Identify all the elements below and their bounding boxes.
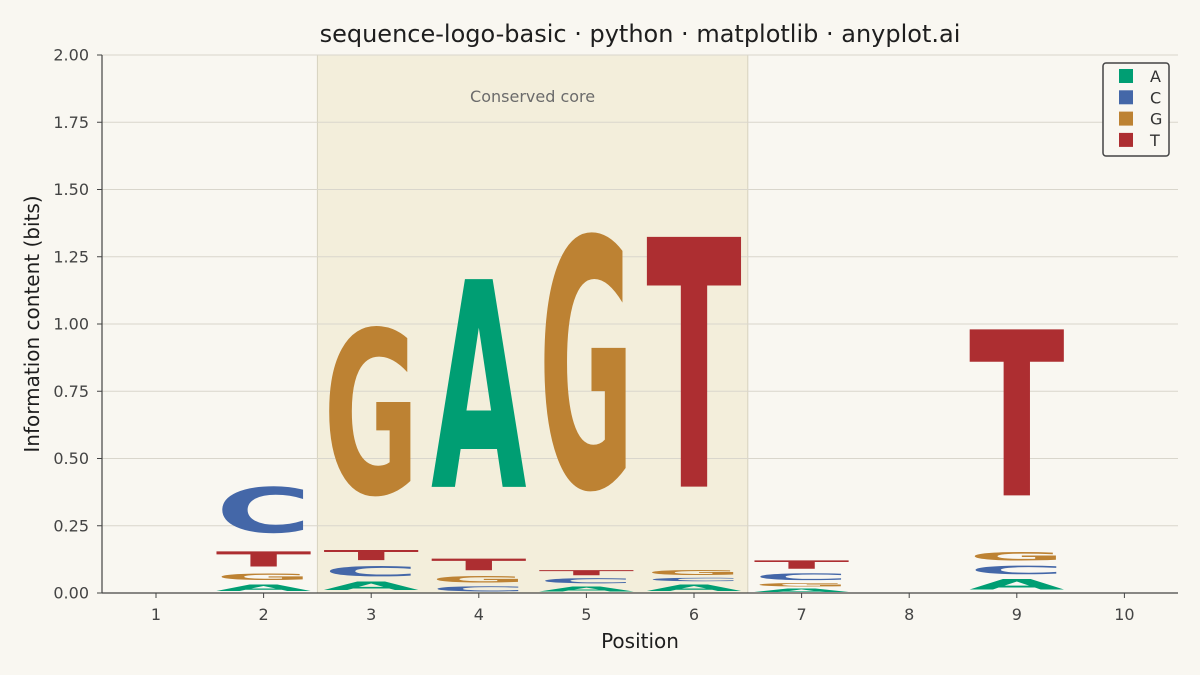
logo-letter-g: G	[216, 572, 312, 583]
legend-swatch-g	[1119, 111, 1133, 126]
logo-letter-a: A	[969, 577, 1065, 593]
x-tick-label: 2	[259, 605, 269, 624]
logo-letter-a: A	[431, 222, 527, 554]
logo-letter-a: A	[323, 580, 419, 593]
x-tick-label: 8	[904, 605, 914, 624]
chart-title: sequence-logo-basic · python · matplotli…	[320, 20, 961, 48]
logo-letter-c: C	[969, 563, 1065, 576]
logo-letter-g: G	[539, 171, 635, 569]
logo-letter-t: T	[646, 169, 742, 568]
y-tick-label: 1.50	[53, 180, 89, 199]
legend-swatch-a	[1119, 69, 1133, 83]
logo-letter-c: C	[323, 563, 419, 579]
logo-letter-g: G	[754, 582, 850, 587]
x-tick-label: 9	[1012, 605, 1022, 624]
logo-letter-c: C	[539, 577, 635, 585]
legend-box	[1102, 62, 1170, 157]
logo-letter-c: C	[216, 475, 312, 547]
y-tick-label: 0.50	[53, 449, 89, 468]
logo-letter-g: G	[431, 574, 527, 585]
logo-letter-g: G	[323, 286, 419, 547]
logo-letter-a: A	[216, 582, 312, 593]
logo-letter-c: C	[431, 585, 527, 593]
legend-label-g: G	[1150, 110, 1162, 129]
logo-letter-t: T	[216, 547, 312, 571]
x-tick-label: 5	[581, 605, 591, 624]
logo-letter-g: G	[969, 550, 1065, 563]
logo-letter-t: T	[969, 285, 1065, 550]
y-tick-label: 0.25	[53, 516, 89, 535]
x-tick-label: 10	[1114, 605, 1134, 624]
axes: 0.00 0.25 0.50 0.75 1.00 1.25 1.50 1.75 2.00 1 2 3 4…	[53, 46, 1178, 624]
y-tick-label: 1.25	[53, 247, 89, 266]
logo-letter-a: A	[646, 582, 742, 593]
legend-swatch-c	[1119, 90, 1133, 105]
y-tick-label: 0.00	[53, 584, 89, 603]
logo-letter-t: T	[539, 569, 635, 577]
x-axis-label: Position	[601, 629, 679, 653]
y-tick-label: 2.00	[53, 46, 89, 65]
logo-letter-c: C	[646, 577, 742, 582]
logo-letter-a: A	[539, 585, 635, 593]
y-tick-label: 0.75	[53, 382, 89, 401]
y-tick-label: 1.75	[53, 113, 89, 132]
legend-label-a: A	[1150, 67, 1161, 86]
logo-letter-a: A	[754, 588, 850, 593]
y-tick-label: 1.00	[53, 315, 89, 334]
logo-letter-g: G	[646, 569, 742, 577]
logo-letter-t: T	[754, 558, 850, 571]
conserved-region-label: Conserved core	[470, 87, 595, 106]
legend-swatch-t	[1119, 132, 1133, 147]
legend-label-t: T	[1149, 131, 1160, 150]
x-tick-label: 3	[366, 605, 376, 624]
x-tick-label: 4	[474, 605, 484, 624]
logo-letter-t: T	[323, 547, 419, 563]
x-tick-label: 6	[689, 605, 699, 624]
x-tick-label: 1	[151, 605, 161, 624]
logo-letter-t: T	[431, 555, 527, 574]
legend-label-c: C	[1150, 88, 1161, 107]
logo-letter-c: C	[754, 571, 850, 582]
y-axis-label: Information content (bits)	[20, 195, 44, 452]
x-tick-label: 7	[797, 605, 807, 624]
